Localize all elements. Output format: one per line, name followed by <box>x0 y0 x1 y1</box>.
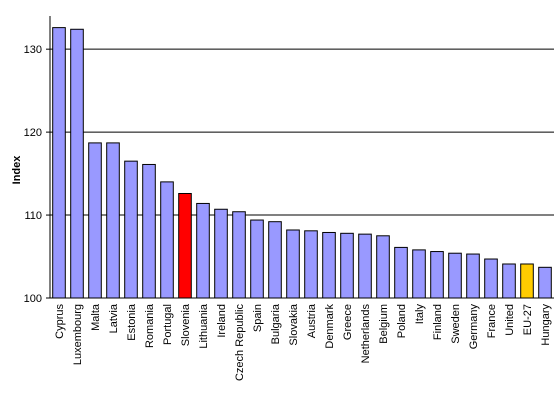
category-label-denmark: Denmark <box>324 304 336 349</box>
y-tick-label-110: 110 <box>24 210 42 222</box>
bar-belgium <box>376 235 390 299</box>
category-label-romania: Romania <box>144 303 156 348</box>
bar-lithuania <box>196 202 210 299</box>
bar-spain <box>250 219 264 299</box>
y-tick-label-120: 120 <box>24 127 42 139</box>
category-label-sweden: Sweden <box>450 304 462 344</box>
bar-eu-27 <box>520 263 534 299</box>
bar-finland <box>430 251 444 299</box>
bar-germany <box>466 253 480 299</box>
bar-hungary <box>538 266 552 299</box>
category-label-finland: Finland <box>432 304 444 340</box>
category-label-eu-27: EU-27 <box>522 304 534 335</box>
category-label-portugal: Portugal <box>162 304 174 345</box>
y-tick-label-130: 130 <box>24 44 42 56</box>
category-label-ireland: Ireland <box>216 304 228 338</box>
bar-poland <box>394 246 408 299</box>
category-label-france: France <box>486 304 498 338</box>
category-label-slovakia: Slovakia <box>288 303 300 345</box>
category-label-hungary: Hungary <box>540 304 552 346</box>
category-label-lithuania: Lithuania <box>198 303 210 349</box>
y-tick-label-100: 100 <box>24 293 42 305</box>
bar-denmark <box>322 231 336 299</box>
y-tick-labels: 100 110 120 130 <box>24 44 50 305</box>
category-label-czech-republic: Czech Republic <box>234 304 246 382</box>
category-label-netherlands: Netherlands <box>360 304 372 364</box>
bar-latvia <box>106 142 120 299</box>
category-label-luxembourg: Luxembourg <box>72 304 84 365</box>
bar-italy <box>412 249 426 299</box>
bar-slovakia <box>286 229 300 299</box>
bar-greece <box>340 232 354 299</box>
category-label-germany: Germany <box>468 304 480 350</box>
bar-estonia <box>124 160 138 299</box>
category-label-slovenia: Slovenia <box>180 303 192 346</box>
bar-malta <box>88 142 102 299</box>
bar-ireland <box>214 208 228 299</box>
bar-netherlands <box>358 233 372 299</box>
category-label-greece: Greece <box>342 304 354 340</box>
bar-france <box>484 258 498 299</box>
category-label-austria: Austria <box>306 303 318 338</box>
axes <box>49 16 554 299</box>
category-labels: Cyprus Luxembourg Malta Latvia Estonia Romani… <box>54 303 552 381</box>
category-label-united: United <box>504 304 516 336</box>
bar-romania <box>142 163 156 299</box>
bars <box>52 27 552 299</box>
bar-united <box>502 263 516 299</box>
bar-portugal <box>160 181 174 299</box>
bar-bulgaria <box>268 221 282 299</box>
bar-slovenia <box>178 192 192 299</box>
category-label-poland: Poland <box>396 304 408 338</box>
y-axis-title: Index <box>11 155 23 185</box>
bar-czech-republic <box>232 211 246 299</box>
bar-cyprus <box>52 27 66 299</box>
category-label-latvia: Latvia <box>108 303 120 333</box>
category-label-malta: Malta <box>90 303 102 331</box>
category-label-cyprus: Cyprus <box>54 304 66 339</box>
category-label-spain: Spain <box>252 304 264 332</box>
bar-luxembourg <box>70 28 84 299</box>
category-label-italy: Italy <box>414 304 426 325</box>
category-label-bulgaria: Bulgaria <box>270 303 282 344</box>
category-label-belgium: Belgium <box>378 304 390 344</box>
bar-sweden <box>448 252 462 299</box>
bar-austria <box>304 230 318 299</box>
category-label-estonia: Estonia <box>126 303 138 341</box>
